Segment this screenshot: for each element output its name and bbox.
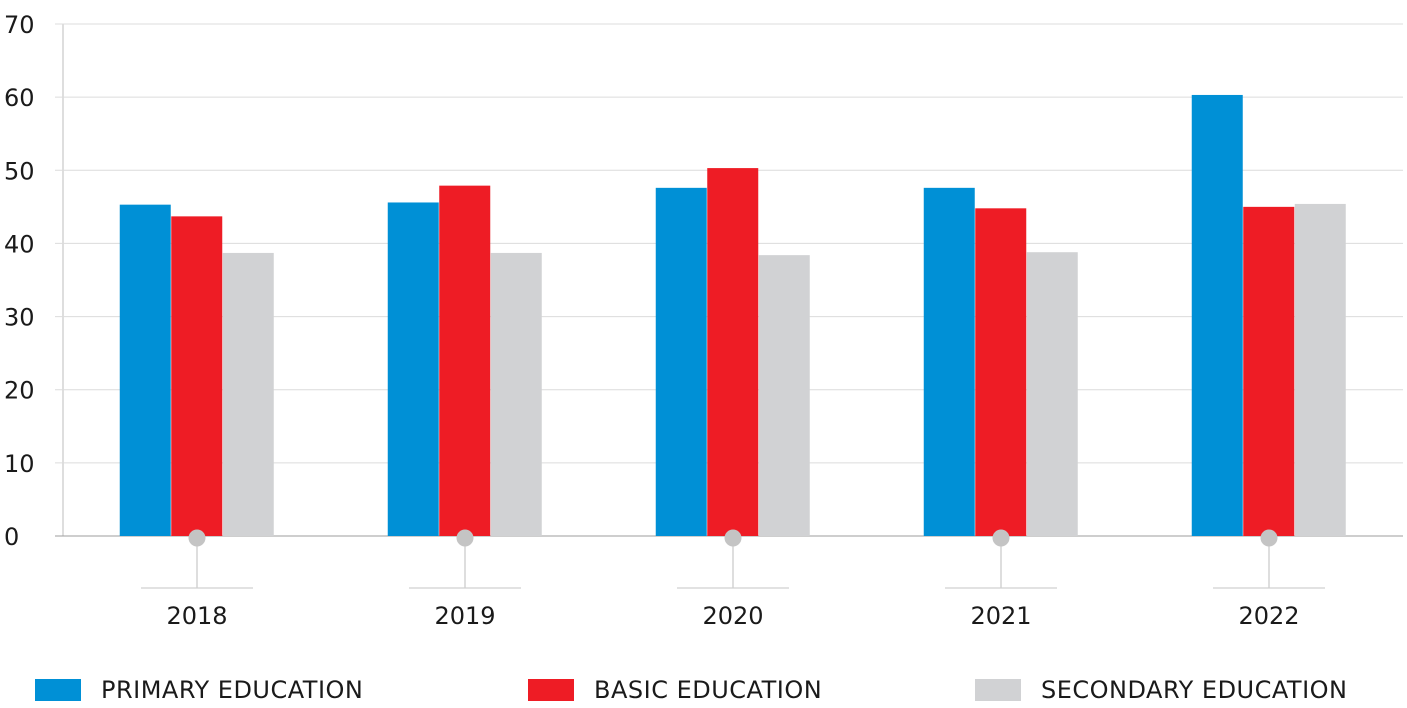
x-tick-label-2021: 2021 bbox=[970, 602, 1031, 630]
bar-2022-1 bbox=[1243, 206, 1295, 536]
bar-2020-1 bbox=[707, 168, 759, 536]
legend-label-primary: PRIMARY EDUCATION bbox=[101, 676, 364, 704]
bar-2022-2 bbox=[1294, 203, 1346, 536]
bars bbox=[119, 94, 1346, 537]
x-axis: 2018 2019 2020 2021 2022 bbox=[141, 529, 1325, 630]
bar-2021-2 bbox=[1026, 252, 1078, 536]
bar-2021-0 bbox=[923, 187, 975, 536]
y-tick-label-50: 50 bbox=[4, 157, 35, 185]
x-tick-label-2020: 2020 bbox=[702, 602, 763, 630]
category-marker-2019 bbox=[456, 529, 474, 547]
category-marker-2018 bbox=[188, 529, 206, 547]
legend-item-secondary: SECONDARY EDUCATION bbox=[975, 672, 1348, 708]
legend-item-primary: PRIMARY EDUCATION bbox=[35, 672, 363, 708]
bar-chart: 0 10 20 30 40 50 60 70 2018 2019 2020 2021 2022 bbox=[4, 11, 1403, 630]
y-tick-label-30: 30 bbox=[4, 304, 35, 332]
y-axis-ticks: 0 10 20 30 40 50 60 70 bbox=[4, 11, 35, 551]
y-tick-label-10: 10 bbox=[4, 450, 35, 478]
legend-label-secondary: SECONDARY EDUCATION bbox=[1041, 676, 1348, 704]
bar-2022-0 bbox=[1191, 94, 1243, 536]
bar-2019-0 bbox=[387, 202, 439, 536]
y-tick-label-20: 20 bbox=[4, 377, 35, 405]
x-tick-label-2022: 2022 bbox=[1238, 602, 1299, 630]
legend: PRIMARY EDUCATION BASIC EDUCATION SECOND… bbox=[0, 672, 1407, 708]
category-marker-2021 bbox=[992, 529, 1010, 547]
bar-2020-0 bbox=[655, 187, 707, 536]
legend-label-basic: BASIC EDUCATION bbox=[594, 676, 823, 704]
y-tick-label-70: 70 bbox=[4, 11, 35, 39]
legend-swatch-basic bbox=[528, 679, 574, 701]
bar-2018-0 bbox=[119, 204, 171, 537]
bar-2021-1 bbox=[975, 208, 1027, 536]
y-tick-label-60: 60 bbox=[4, 84, 35, 112]
legend-swatch-primary bbox=[35, 679, 81, 701]
x-tick-label-2018: 2018 bbox=[166, 602, 227, 630]
category-marker-2022 bbox=[1260, 529, 1278, 547]
legend-swatch-secondary bbox=[975, 679, 1021, 701]
y-tick-label-40: 40 bbox=[4, 230, 35, 258]
y-tick-label-0: 0 bbox=[4, 523, 19, 551]
bar-2019-1 bbox=[439, 185, 491, 536]
bar-2019-2 bbox=[490, 252, 542, 537]
category-marker-2020 bbox=[724, 529, 742, 547]
legend-item-basic: BASIC EDUCATION bbox=[528, 672, 822, 708]
bar-2018-2 bbox=[222, 252, 274, 537]
bar-2020-2 bbox=[758, 255, 810, 537]
bar-2018-1 bbox=[171, 216, 223, 536]
x-tick-label-2019: 2019 bbox=[434, 602, 495, 630]
